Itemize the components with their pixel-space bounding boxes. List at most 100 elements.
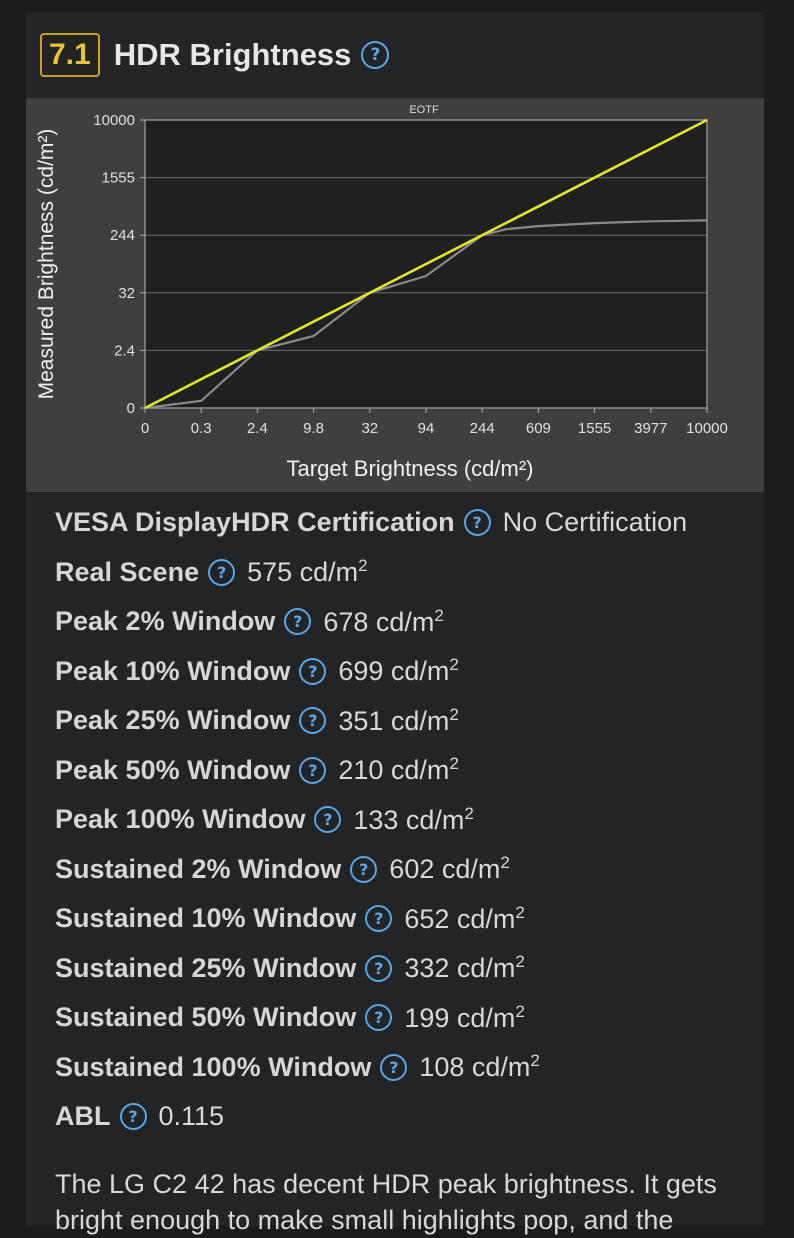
spec-value-number: 351: [338, 705, 384, 736]
unit-text: cd/m: [434, 854, 501, 885]
unit-text: cd/m: [368, 606, 435, 637]
spec-value: 332 cd/m2: [404, 952, 525, 984]
spec-row: Peak 2% Window? 678 cd/m2: [55, 597, 755, 647]
spec-value-unit: cd/m2: [383, 754, 459, 786]
spec-value-unit: cd/m2: [292, 556, 368, 588]
help-circle-icon[interactable]: ?: [299, 657, 327, 685]
spec-label: Peak 25% Window: [55, 705, 291, 736]
spec-value-number: 199: [404, 1002, 450, 1033]
unit-superscript: 2: [449, 754, 459, 774]
unit-superscript: 2: [515, 952, 525, 972]
spec-value-number: 602: [389, 854, 435, 885]
spec-row: Peak 50% Window? 210 cd/m2: [55, 746, 755, 796]
y-tick-label: 0: [127, 400, 135, 417]
spec-value-unit: cd/m2: [449, 1001, 525, 1033]
spec-value-number: 575: [247, 557, 293, 588]
spec-row: VESA DisplayHDR Certification? No Certifi…: [55, 498, 755, 548]
spec-value-number: No Certification: [502, 507, 688, 538]
y-tick-label: 244: [110, 227, 135, 244]
spec-row: Real Scene? 575 cd/m2: [55, 548, 755, 598]
spec-value-number: 678: [323, 606, 369, 637]
chart-title: EOTF: [409, 104, 439, 116]
section-title: HDR Brightness: [113, 37, 352, 72]
spec-row: Peak 25% Window? 351 cd/m2: [55, 696, 755, 746]
unit-text: cd/m: [449, 1002, 516, 1033]
spec-value-number: 0.115: [158, 1101, 225, 1132]
spec-row: Sustained 25% Window? 332 cd/m2: [55, 944, 755, 994]
spec-row: ABL? 0.115: [55, 1092, 755, 1142]
help-circle-icon[interactable]: ?: [299, 756, 327, 784]
spec-row: Sustained 50% Window? 199 cd/m2: [55, 993, 755, 1043]
unit-superscript: 2: [449, 704, 459, 724]
spec-label: Sustained 2% Window: [55, 853, 342, 884]
help-circle-icon[interactable]: ?: [463, 509, 491, 537]
help-circle-icon[interactable]: ?: [284, 608, 312, 636]
spec-label: Peak 2% Window: [55, 606, 276, 637]
x-tick-label: 0: [141, 420, 149, 437]
spec-value-unit: cd/m2: [368, 605, 444, 637]
unit-text: cd/m: [383, 656, 450, 687]
spec-value-number: 332: [404, 953, 450, 984]
spec-row: Sustained 10% Window? 652 cd/m2: [55, 894, 755, 944]
section-header: 7.1 HDR Brightness ?: [40, 32, 390, 78]
help-circle-icon[interactable]: ?: [119, 1103, 147, 1131]
series-line: [144, 118, 708, 410]
spec-value: 199 cd/m2: [404, 1002, 525, 1034]
spec-list: VESA DisplayHDR Certification? No Certifi…: [55, 498, 755, 1142]
unit-text: cd/m: [383, 705, 450, 736]
x-tick-label: 1555: [578, 420, 611, 437]
help-circle-icon[interactable]: ?: [365, 905, 393, 933]
x-tick-label: 94: [418, 420, 435, 437]
spec-label: VESA DisplayHDR Certification: [55, 507, 455, 538]
x-tick-label: 244: [470, 420, 495, 437]
spec-value: 351 cd/m2: [338, 705, 459, 737]
spec-label: Peak 50% Window: [55, 754, 291, 785]
help-circle-icon[interactable]: ?: [350, 855, 378, 883]
spec-value: 133 cd/m2: [353, 804, 474, 836]
series-line: [144, 219, 708, 410]
unit-superscript: 2: [530, 1051, 540, 1071]
spec-value: 699 cd/m2: [338, 655, 459, 687]
spec-value: 602 cd/m2: [389, 853, 510, 885]
unit-superscript: 2: [464, 803, 474, 823]
spec-value: 678 cd/m2: [323, 606, 444, 638]
spec-value-number: 210: [338, 755, 384, 786]
spec-row: Sustained 2% Window? 602 cd/m2: [55, 845, 755, 895]
unit-superscript: 2: [500, 853, 510, 873]
help-circle-icon[interactable]: ?: [365, 1004, 393, 1032]
spec-label: ABL: [55, 1101, 111, 1132]
unit-text: cd/m: [449, 953, 516, 984]
section-number-badge: 7.1: [40, 33, 100, 77]
x-tick-label: 9.8: [303, 420, 324, 437]
unit-superscript: 2: [449, 655, 459, 675]
help-circle-icon[interactable]: ?: [208, 558, 236, 586]
unit-superscript: 2: [434, 605, 444, 625]
spec-value: No Certification: [503, 507, 688, 538]
spec-label: Peak 10% Window: [55, 655, 291, 686]
spec-row: Peak 10% Window? 699 cd/m2: [55, 647, 755, 697]
spec-value-number: 133: [353, 804, 399, 835]
help-circle-icon[interactable]: ?: [361, 41, 390, 69]
spec-row: Peak 100% Window? 133 cd/m2: [55, 795, 755, 845]
unit-text: cd/m: [292, 557, 359, 588]
spec-label: Peak 100% Window: [55, 804, 306, 835]
x-axis-label: Target Brightness (cd/m²): [287, 456, 534, 481]
spec-value-unit: cd/m2: [449, 952, 525, 984]
help-circle-icon[interactable]: ?: [314, 806, 342, 834]
spec-value-unit: cd/m2: [383, 655, 459, 687]
spec-value-unit: cd/m2: [383, 704, 459, 736]
spec-row: Sustained 100% Window? 108 cd/m2: [55, 1043, 755, 1093]
x-tick-label: 609: [526, 420, 551, 437]
help-circle-icon[interactable]: ?: [365, 954, 393, 982]
help-circle-icon[interactable]: ?: [380, 1053, 408, 1081]
unit-superscript: 2: [515, 1001, 525, 1021]
unit-text: cd/m: [449, 903, 516, 934]
unit-text: cd/m: [383, 755, 450, 786]
spec-value-number: 652: [404, 903, 450, 934]
spec-value: 210 cd/m2: [338, 754, 459, 786]
spec-value: 108 cd/m2: [419, 1051, 540, 1083]
y-tick-label: 1555: [102, 170, 135, 187]
spec-label: Sustained 50% Window: [55, 1002, 357, 1033]
x-tick-label: 10000: [686, 420, 728, 437]
help-circle-icon[interactable]: ?: [299, 707, 327, 735]
